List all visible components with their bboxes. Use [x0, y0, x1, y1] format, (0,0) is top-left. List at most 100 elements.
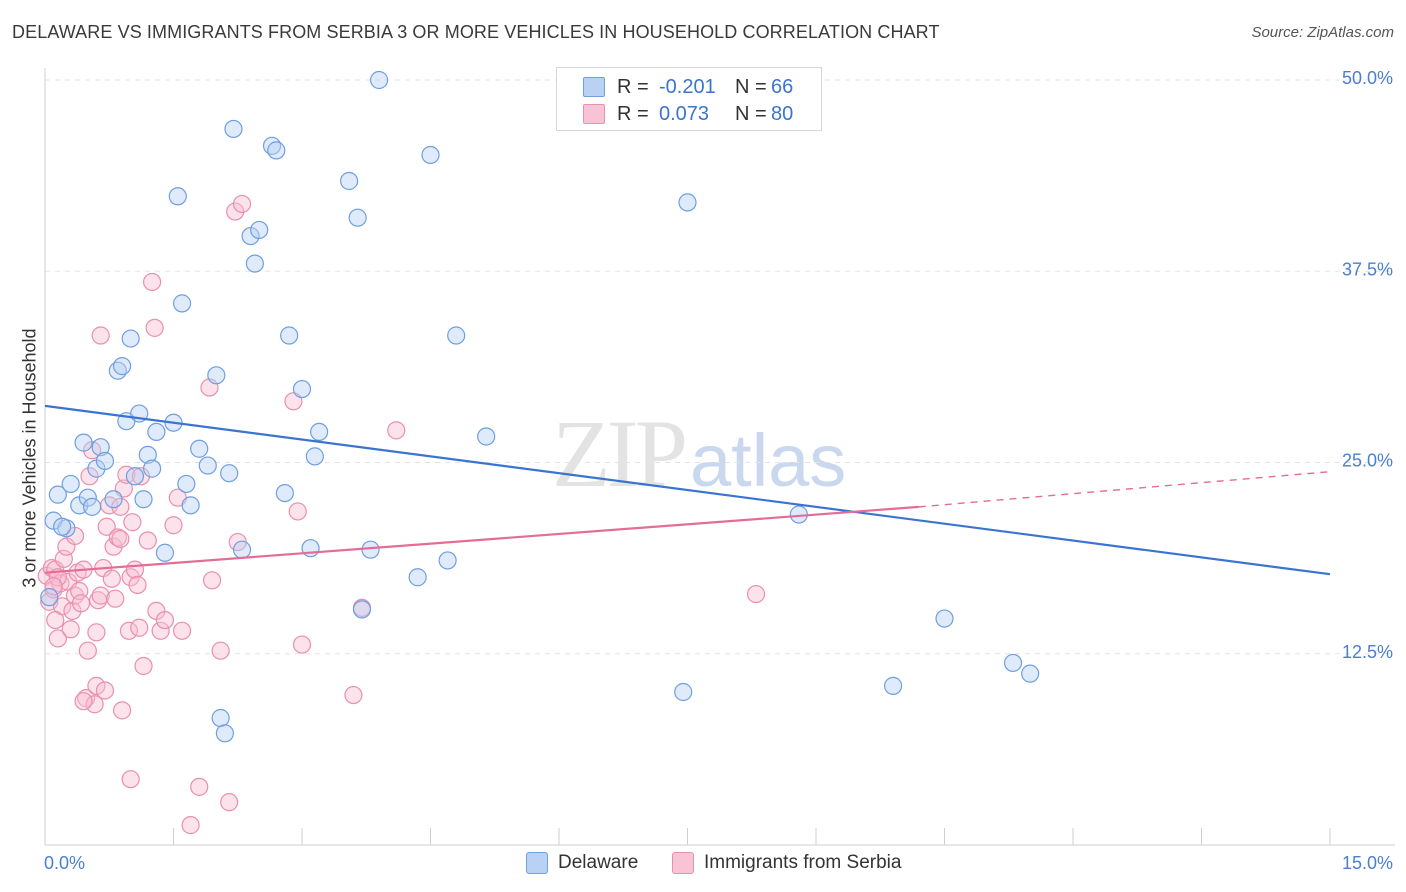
legend-row-serbia: R = 0.073 N = 80: [583, 102, 793, 126]
y-axis-label: 3 or more Vehicles in Household: [19, 328, 40, 588]
data-point-delaware: [348, 208, 367, 227]
data-point-serbia: [48, 629, 67, 648]
data-point-serbia: [87, 676, 106, 695]
legend-r-value-delaware: -0.201: [659, 75, 716, 98]
data-point-delaware: [250, 220, 269, 240]
data-point-delaware: [305, 447, 324, 466]
data-point-serbia: [119, 621, 139, 640]
series-delaware-points: [40, 70, 1040, 743]
data-point-delaware: [61, 474, 80, 494]
data-point-serbia: [74, 692, 93, 711]
legend-r-label: R =: [617, 102, 649, 125]
data-point-delaware: [207, 366, 226, 385]
data-point-serbia: [142, 272, 162, 292]
y-tick-label: 12.5%: [1342, 642, 1393, 662]
data-point-delaware: [883, 676, 903, 695]
data-point-serbia: [111, 497, 130, 516]
watermark: ZIPatlas: [552, 398, 846, 509]
data-point-delaware: [220, 464, 239, 483]
legend-swatch-serbia: [583, 104, 605, 124]
legend-item-delaware: Delaware: [526, 852, 638, 874]
data-point-delaware: [935, 609, 954, 628]
data-point-serbia: [97, 517, 116, 536]
data-point-delaware: [408, 568, 427, 587]
data-point-serbia: [123, 513, 142, 532]
data-point-delaware: [340, 171, 359, 191]
data-point-serbia: [112, 701, 132, 720]
data-point-serbia: [134, 656, 153, 676]
data-point-delaware: [438, 551, 457, 570]
data-point-delaware: [267, 141, 286, 160]
data-point-delaware: [177, 474, 196, 494]
axes: [44, 68, 1395, 846]
data-point-delaware: [181, 496, 200, 515]
data-point-serbia: [344, 685, 363, 705]
data-point-delaware: [245, 254, 264, 273]
data-point-delaware: [292, 379, 312, 399]
data-point-delaware: [53, 517, 72, 536]
data-point-serbia: [80, 467, 99, 486]
data-point-serbia: [85, 695, 104, 714]
data-point-delaware: [112, 357, 132, 376]
data-point-serbia: [211, 641, 230, 660]
data-point-delaware: [138, 445, 157, 464]
data-point-serbia: [202, 571, 222, 590]
chart-title: DELAWARE VS IMMIGRANTS FROM SERBIA 3 OR …: [12, 22, 940, 42]
data-point-delaware: [121, 329, 140, 348]
data-point-delaware: [134, 490, 153, 509]
data-point-delaware: [155, 543, 175, 562]
trend-line-delaware: [44, 404, 1331, 576]
data-point-delaware: [280, 326, 299, 345]
data-point-delaware: [232, 540, 252, 559]
data-point-delaware: [190, 439, 209, 458]
y-tick-label: 37.5%: [1342, 259, 1393, 279]
data-point-serbia: [125, 560, 145, 579]
legend-row-delaware: R = -0.201 N = 66: [583, 75, 793, 99]
legend-item-serbia: Immigrants from Serbia: [672, 852, 901, 874]
data-point-serbia: [78, 641, 97, 660]
data-point-serbia: [181, 816, 200, 835]
correlation-legend: R = -0.201 N = 66 R = 0.073 N = 80: [556, 67, 822, 131]
data-point-serbia: [61, 620, 80, 639]
data-point-serbia: [292, 635, 312, 654]
data-point-delaware: [275, 484, 294, 503]
data-point-serbia: [164, 516, 183, 535]
data-point-delaware: [125, 467, 145, 486]
data-point-delaware: [78, 488, 97, 507]
data-point-serbia: [91, 326, 110, 345]
data-point-delaware: [198, 456, 217, 475]
source-label: Source: ZipAtlas.com: [1251, 24, 1394, 41]
legend-n-value-delaware: 66: [771, 75, 794, 98]
data-point-delaware: [83, 497, 102, 516]
legend-r-label: R =: [617, 75, 649, 98]
data-point-delaware: [310, 422, 329, 441]
data-point-serbia: [106, 589, 125, 608]
legend-marker-serbia: [672, 852, 694, 874]
data-point-delaware: [1003, 653, 1023, 673]
trend-line-serbia: [44, 505, 919, 574]
watermark-atlas: atlas: [690, 419, 847, 502]
data-point-delaware: [211, 708, 230, 728]
data-point-delaware: [370, 70, 389, 90]
data-point-serbia: [95, 681, 115, 700]
data-point-delaware: [74, 433, 93, 452]
y-tick-label: 25.0%: [1342, 451, 1393, 471]
data-point-serbia: [190, 777, 209, 796]
data-point-serbia: [71, 594, 91, 613]
legend-label-serbia: Immigrants from Serbia: [704, 852, 902, 873]
data-point-serbia: [128, 575, 147, 595]
data-point-delaware: [678, 193, 697, 212]
series-serbia-points: [37, 194, 766, 835]
data-point-delaware: [172, 294, 192, 313]
data-point-delaware: [168, 187, 187, 206]
data-point-delaware: [674, 682, 693, 702]
data-point-serbia: [288, 502, 307, 521]
legend-n-value-serbia: 80: [771, 102, 794, 125]
trend-line-serbia-extension: [918, 470, 1331, 508]
data-point-serbia: [102, 569, 121, 588]
data-point-delaware: [477, 427, 496, 446]
series-legend: Delaware Immigrants from Serbia: [0, 852, 1406, 878]
data-point-serbia: [121, 770, 140, 789]
data-point-serbia: [220, 793, 239, 812]
